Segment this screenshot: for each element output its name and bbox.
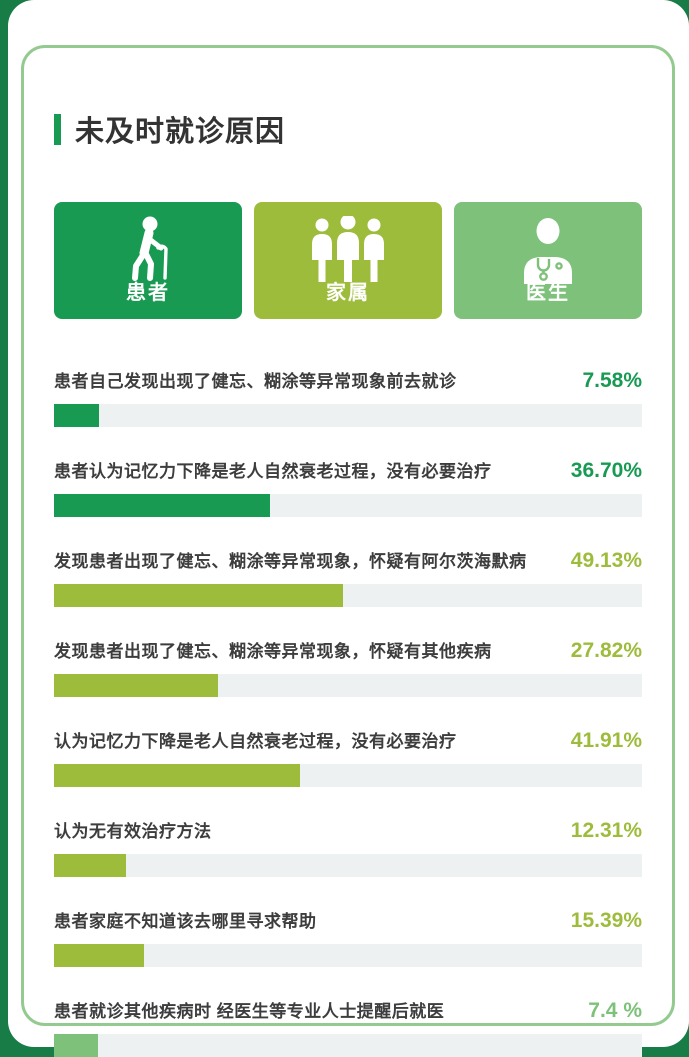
bar-chart: 患者自己发现出现了健忘、糊涂等异常现象前去就诊 7.58% 患者认为记忆力下降是… [54, 367, 642, 1057]
bar-row-value: 27.82% [570, 639, 642, 662]
bar-row-label: 发现患者出现了健忘、糊涂等异常现象，怀疑有阿尔茨海默病 [54, 552, 527, 571]
bar-row-label: 认为无有效治疗方法 [54, 822, 212, 841]
bar-row: 发现患者出现了健忘、糊涂等异常现象，怀疑有阿尔茨海默病 49.13% [54, 547, 642, 607]
title-accent-bar [54, 113, 61, 145]
bar-row-label: 患者认为记忆力下降是老人自然衰老过程，没有必要治疗 [54, 462, 492, 481]
bar-fill [54, 1034, 98, 1057]
bar-fill [54, 764, 301, 787]
bar-row: 患者家庭不知道该去哪里寻求帮助 15.39% [54, 907, 642, 967]
infographic-page: 未及时就诊原因 患者 [8, 0, 689, 1057]
bar-track [54, 944, 642, 967]
bar-track [54, 854, 642, 877]
bar-track [54, 494, 642, 517]
bar-track [54, 1034, 642, 1057]
bar-row: 患者自己发现出现了健忘、糊涂等异常现象前去就诊 7.58% [54, 367, 642, 427]
bar-row-label: 患者家庭不知道该去哪里寻求帮助 [54, 912, 317, 931]
bar-fill [54, 674, 218, 697]
category-label-patient: 患者 [126, 282, 170, 304]
bar-row-value: 36.70% [570, 459, 642, 482]
bar-fill [54, 404, 99, 427]
elderly-person-icon [54, 216, 242, 282]
category-card-doctor[interactable]: 医生 [454, 202, 642, 319]
bar-row-label: 患者自己发现出现了健忘、糊涂等异常现象前去就诊 [54, 372, 457, 391]
bar-row-value: 7.4 % [588, 999, 642, 1022]
bar-row-value: 7.58% [582, 369, 642, 392]
bar-row-value: 12.31% [570, 819, 642, 842]
bar-row-value: 15.39% [570, 909, 642, 932]
bar-row-value: 49.13% [570, 549, 642, 572]
bar-row: 发现患者出现了健忘、糊涂等异常现象，怀疑有其他疾病 27.82% [54, 637, 642, 697]
family-group-icon [254, 216, 442, 282]
bar-row-label: 发现患者出现了健忘、糊涂等异常现象，怀疑有其他疾病 [54, 642, 492, 661]
bar-row: 患者就诊其他疾病时 经医生等专业人士提醒后就医 7.4 % [54, 997, 642, 1057]
bar-fill [54, 494, 270, 517]
category-card-patient[interactable]: 患者 [54, 202, 242, 319]
bar-track [54, 404, 642, 427]
legend-category-row: 患者 [54, 202, 642, 319]
bar-row-label: 认为记忆力下降是老人自然衰老过程，没有必要治疗 [54, 732, 457, 751]
bar-row: 认为无有效治疗方法 12.31% [54, 817, 642, 877]
bar-fill [54, 944, 145, 967]
category-card-family[interactable]: 家属 [254, 202, 442, 319]
section-title: 未及时就诊原因 [54, 108, 642, 150]
bar-fill [54, 854, 127, 877]
bar-track [54, 584, 642, 607]
bar-fill [54, 584, 343, 607]
category-label-family: 家属 [326, 282, 370, 304]
bar-row-value: 41.91% [570, 729, 642, 752]
category-label-doctor: 医生 [526, 282, 570, 304]
bar-row: 认为记忆力下降是老人自然衰老过程，没有必要治疗 41.91% [54, 727, 642, 787]
reasons-card: 未及时就诊原因 患者 [21, 45, 675, 1057]
page-title: 未及时就诊原因 [75, 116, 286, 148]
doctor-icon [454, 216, 642, 284]
bar-row-label: 患者就诊其他疾病时 经医生等专业人士提醒后就医 [54, 1002, 445, 1021]
bar-track [54, 674, 642, 697]
bar-row: 患者认为记忆力下降是老人自然衰老过程，没有必要治疗 36.70% [54, 457, 642, 517]
bar-track [54, 764, 642, 787]
